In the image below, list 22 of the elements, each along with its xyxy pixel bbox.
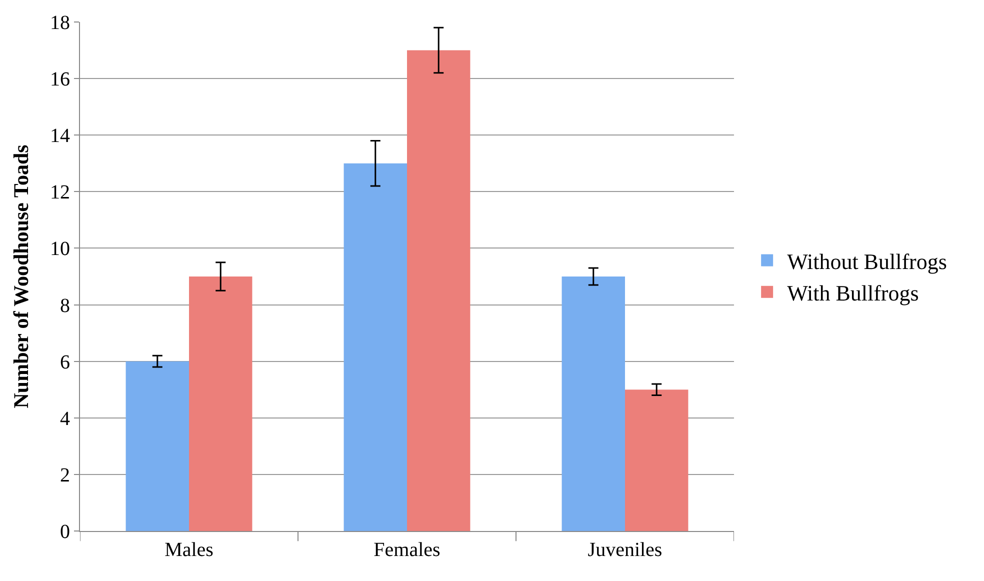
x-tick-label: Females (374, 539, 441, 561)
y-tick-label: 18 (50, 12, 70, 34)
y-tick-label: 2 (60, 464, 70, 486)
y-tick-label: 0 (60, 521, 70, 543)
legend-label: With Bullfrogs (787, 280, 919, 306)
bar (126, 361, 189, 531)
y-axis-title: Number of Woodhouse Toads (9, 144, 34, 408)
y-tick-label: 16 (50, 68, 70, 91)
y-tick-label: 6 (60, 351, 70, 374)
y-tick-label: 8 (60, 294, 70, 317)
bar (407, 50, 470, 531)
x-tick-label: Juveniles (588, 539, 662, 561)
bar (625, 390, 688, 531)
y-tick-label: 14 (50, 125, 70, 148)
bar (562, 276, 625, 531)
y-tick-label: 4 (60, 408, 70, 430)
bar (344, 163, 407, 531)
x-tick-label: Males (164, 539, 214, 561)
y-tick-label: 12 (50, 182, 70, 204)
bar (189, 276, 252, 531)
legend-label: Without Bullfrogs (787, 248, 947, 274)
y-tick-label: 10 (50, 238, 70, 260)
